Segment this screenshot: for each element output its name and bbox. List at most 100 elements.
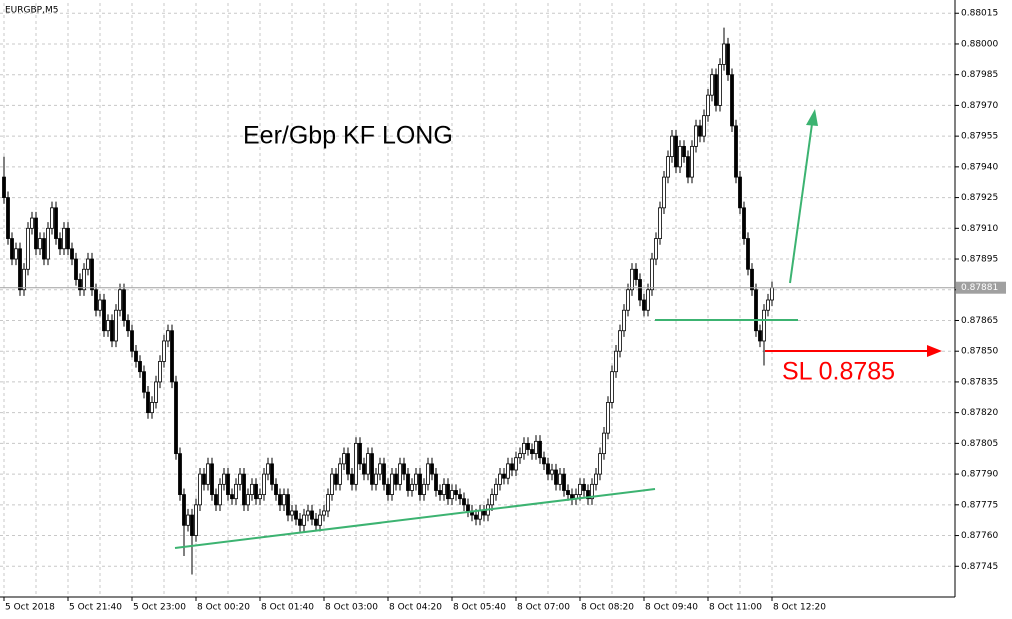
candle-body [178, 453, 182, 495]
candle-body [686, 156, 690, 178]
candle-body [718, 64, 722, 106]
x-tick-label: 5 Oct 2018 [5, 603, 55, 613]
candle-body [494, 483, 498, 495]
candle-body [474, 514, 478, 520]
candle-body [162, 340, 166, 362]
candle-body [118, 289, 122, 311]
candle-body [550, 469, 554, 475]
sl-label: SL 0.8785 [782, 358, 895, 386]
candle-body [382, 463, 386, 485]
candle-body [654, 238, 658, 260]
candle-body [502, 473, 506, 479]
candle-body [430, 463, 434, 475]
candle-body [14, 248, 18, 260]
candle-body [150, 402, 154, 414]
candle-body [466, 504, 470, 512]
candle-body [454, 490, 458, 495]
candle-body [622, 309, 626, 332]
candle-body [50, 207, 54, 229]
x-tick-label: 5 Oct 21:40 [69, 603, 122, 613]
candle-body [438, 490, 442, 495]
candle-body [402, 463, 406, 475]
y-tick-label: 0.87895 [961, 255, 998, 265]
candle-body [254, 483, 258, 500]
candle-body [490, 494, 494, 506]
candle-body [62, 227, 66, 250]
candle-body [30, 217, 34, 229]
candle-body [6, 197, 10, 239]
candle-body [762, 309, 766, 342]
candle-body [630, 268, 634, 291]
x-tick-label: 8 Oct 04:20 [389, 603, 442, 613]
y-tick-label: 0.87865 [961, 316, 998, 326]
candle-body [74, 258, 78, 280]
y-tick-label: 0.87910 [961, 224, 998, 234]
candle-body [534, 440, 538, 455]
candle-body [646, 289, 650, 311]
y-tick-label: 0.88015 [961, 9, 998, 19]
candle-body [750, 268, 754, 291]
candle-body [290, 510, 294, 516]
candle-body [458, 494, 462, 500]
candle-body [146, 391, 150, 414]
candle-body [154, 381, 158, 403]
candle-body [294, 510, 298, 520]
candle-body [278, 494, 282, 506]
candle-body [246, 494, 250, 506]
candle-body [86, 258, 90, 270]
candle-body [378, 463, 382, 475]
candle-body [526, 442, 530, 450]
candle-body [566, 490, 570, 495]
candle-body [522, 442, 526, 455]
y-tick-label: 0.87955 [961, 132, 998, 142]
candle-body [210, 463, 214, 495]
x-tick-label: 8 Oct 09:40 [645, 603, 698, 613]
y-tick-label: 0.87925 [961, 193, 998, 203]
candle-body [758, 330, 762, 342]
candle-body [214, 494, 218, 506]
candle-body [190, 514, 194, 536]
candle-body [174, 381, 178, 455]
candle-body [306, 510, 310, 516]
candle-body [582, 483, 586, 491]
candle-body [426, 463, 430, 485]
candle-body [26, 227, 30, 270]
candle-body [754, 289, 758, 332]
sl-arrow-head [927, 345, 942, 357]
candle-body [610, 371, 614, 403]
candle-body [22, 268, 26, 291]
candle-body [318, 514, 322, 526]
x-tick-label: 8 Oct 11:00 [709, 603, 762, 613]
candle-body [386, 483, 390, 495]
candle-body [110, 320, 114, 342]
candle-body [342, 453, 346, 465]
candle-body [446, 483, 450, 500]
y-tick-label: 0.87790 [961, 470, 998, 480]
candle-body [234, 483, 238, 500]
candle-body [362, 463, 366, 475]
candle-body [518, 453, 522, 459]
candle-body [530, 449, 534, 455]
candle-body [126, 320, 130, 332]
candle-body [42, 238, 46, 260]
candle-body [714, 74, 718, 106]
candle-body [202, 473, 206, 485]
candle-body [106, 320, 110, 332]
candle-body [482, 510, 486, 516]
candle-body [606, 402, 610, 434]
candle-body [82, 268, 86, 291]
candle-body [766, 299, 770, 311]
candle-body [598, 453, 602, 475]
candle-body [134, 350, 138, 362]
candle-body [562, 473, 566, 491]
candle-body [138, 361, 142, 373]
candle-body [122, 289, 126, 321]
candle-body [406, 473, 410, 491]
candle-body [38, 238, 42, 250]
candle-body [18, 248, 22, 291]
candle-body [734, 125, 738, 178]
candle-body [238, 473, 242, 485]
candle-body [186, 514, 190, 526]
candle-body [354, 442, 358, 485]
candle-body [554, 469, 558, 485]
